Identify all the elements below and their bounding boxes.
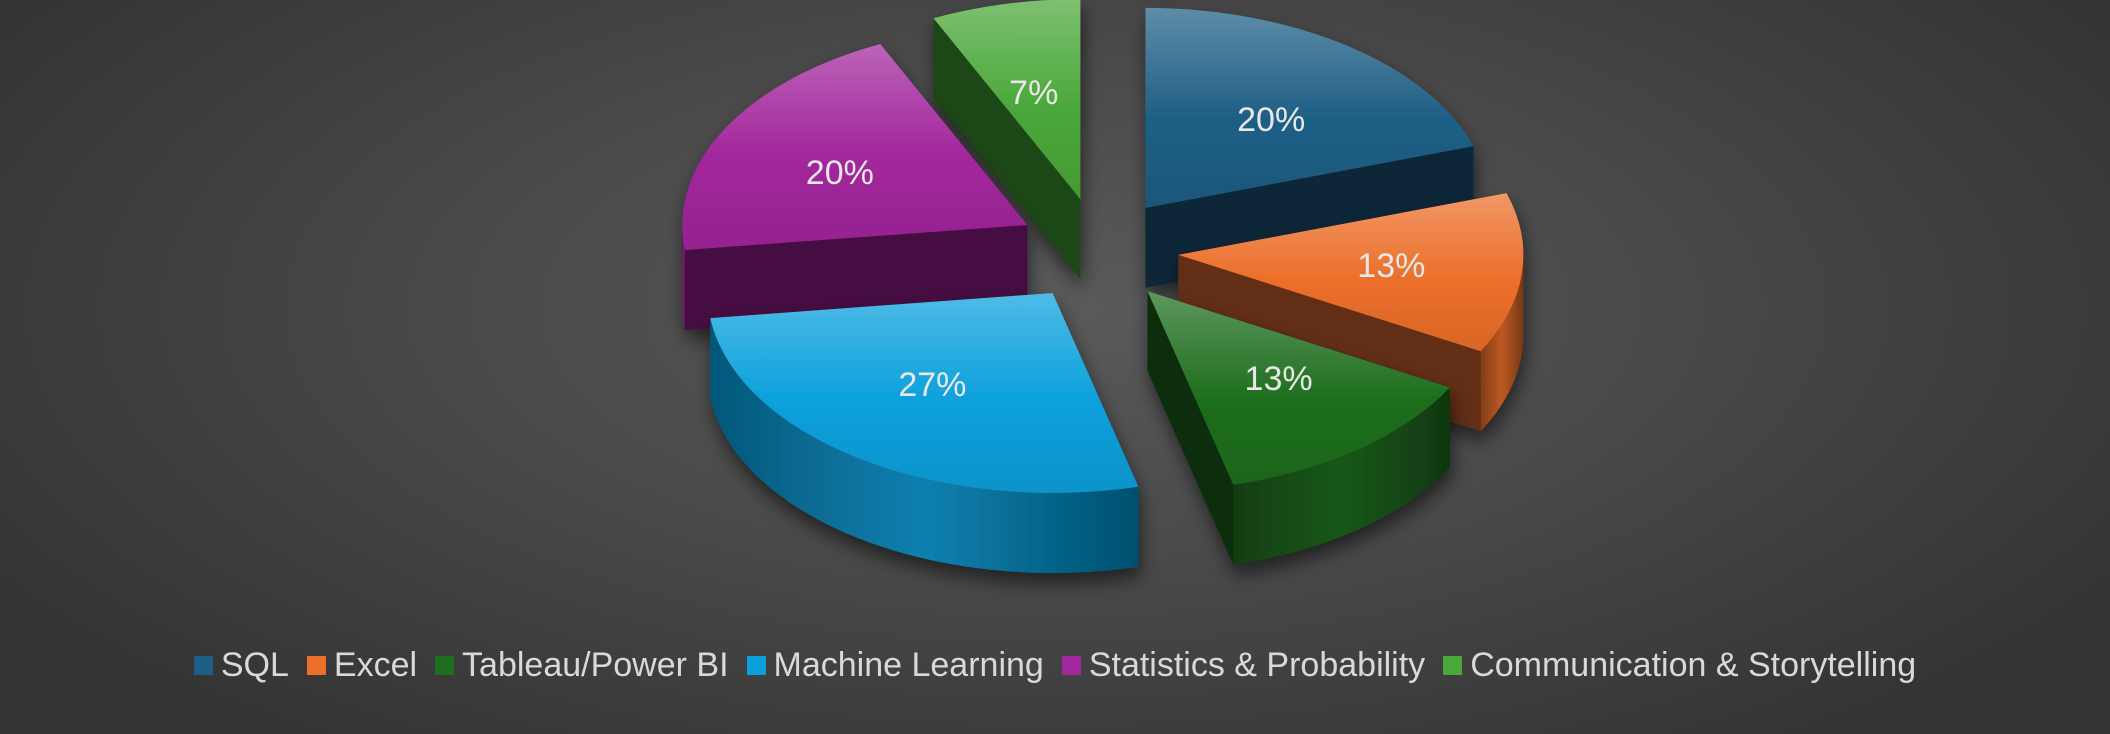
legend: SQL Excel Tableau/Power BI Machine Learn…: [0, 640, 2110, 690]
data-label-tableau: 13%: [1245, 360, 1313, 398]
pie-slice-statistics-side: [682, 224, 685, 331]
pie-slice-tableau-side: [1233, 387, 1450, 565]
pie-slice-excel-top: [1178, 193, 1524, 352]
pie-slice-excel-side: [1480, 254, 1524, 432]
pie-slice-machine-learning-side: [710, 318, 1139, 574]
legend-label-sql: SQL: [220, 645, 289, 684]
legend-swatch-communication: [1443, 655, 1463, 675]
pie-slice-communication: [933, 0, 1081, 280]
pie-slice-sql-top: [1145, 7, 1474, 208]
legend-label-tableau: Tableau/Power BI: [462, 645, 729, 684]
legend-swatch-tableau: [435, 655, 455, 675]
legend-label-machine-learning: Machine Learning: [773, 645, 1044, 684]
data-label-statistics: 20%: [806, 154, 874, 192]
pie-slice-tableau-wall-end: [1147, 291, 1234, 565]
pie-chart-svg: 20% 13% 13% 27% 20% 7%: [682, 0, 1524, 574]
legend-item-machine-learning: Machine Learning: [746, 645, 1044, 685]
data-label-communication: 7%: [1009, 74, 1058, 112]
data-label-sql: 20%: [1237, 101, 1305, 139]
pie-slice-tableau-top: [1147, 291, 1450, 485]
legend-label-statistics: Statistics & Probability: [1088, 645, 1426, 684]
pie-slice-statistics-top: [682, 43, 1028, 251]
legend-swatch-excel: [306, 655, 326, 675]
legend-swatch-sql: [193, 655, 213, 675]
data-label-excel: 13%: [1357, 247, 1425, 285]
pie-slice-machine-learning: [710, 293, 1139, 574]
legend-label-excel: Excel: [333, 645, 418, 684]
legend-item-sql: SQL: [193, 645, 289, 685]
legend-item-tableau: Tableau/Power BI: [435, 646, 729, 685]
pie-slice-communication-wall-start: [933, 18, 1081, 280]
legend-item-communication: Communication & Storytelling: [1443, 646, 1916, 685]
legend-swatch-machine-learning: [746, 655, 766, 675]
legend-label-communication: Communication & Storytelling: [1470, 645, 1917, 684]
pie-slice-machine-learning-top: [710, 293, 1139, 494]
legend-swatch-statistics: [1061, 655, 1081, 675]
legend-item-statistics: Statistics & Probability: [1061, 645, 1426, 685]
pie-slice-statistics: [682, 43, 1028, 331]
legend-item-excel: Excel: [306, 645, 418, 685]
pie-slice-tableau: [1147, 291, 1450, 565]
data-label-machine-learning: 27%: [898, 366, 966, 404]
pie-slice-communication-top: [933, 0, 1081, 200]
